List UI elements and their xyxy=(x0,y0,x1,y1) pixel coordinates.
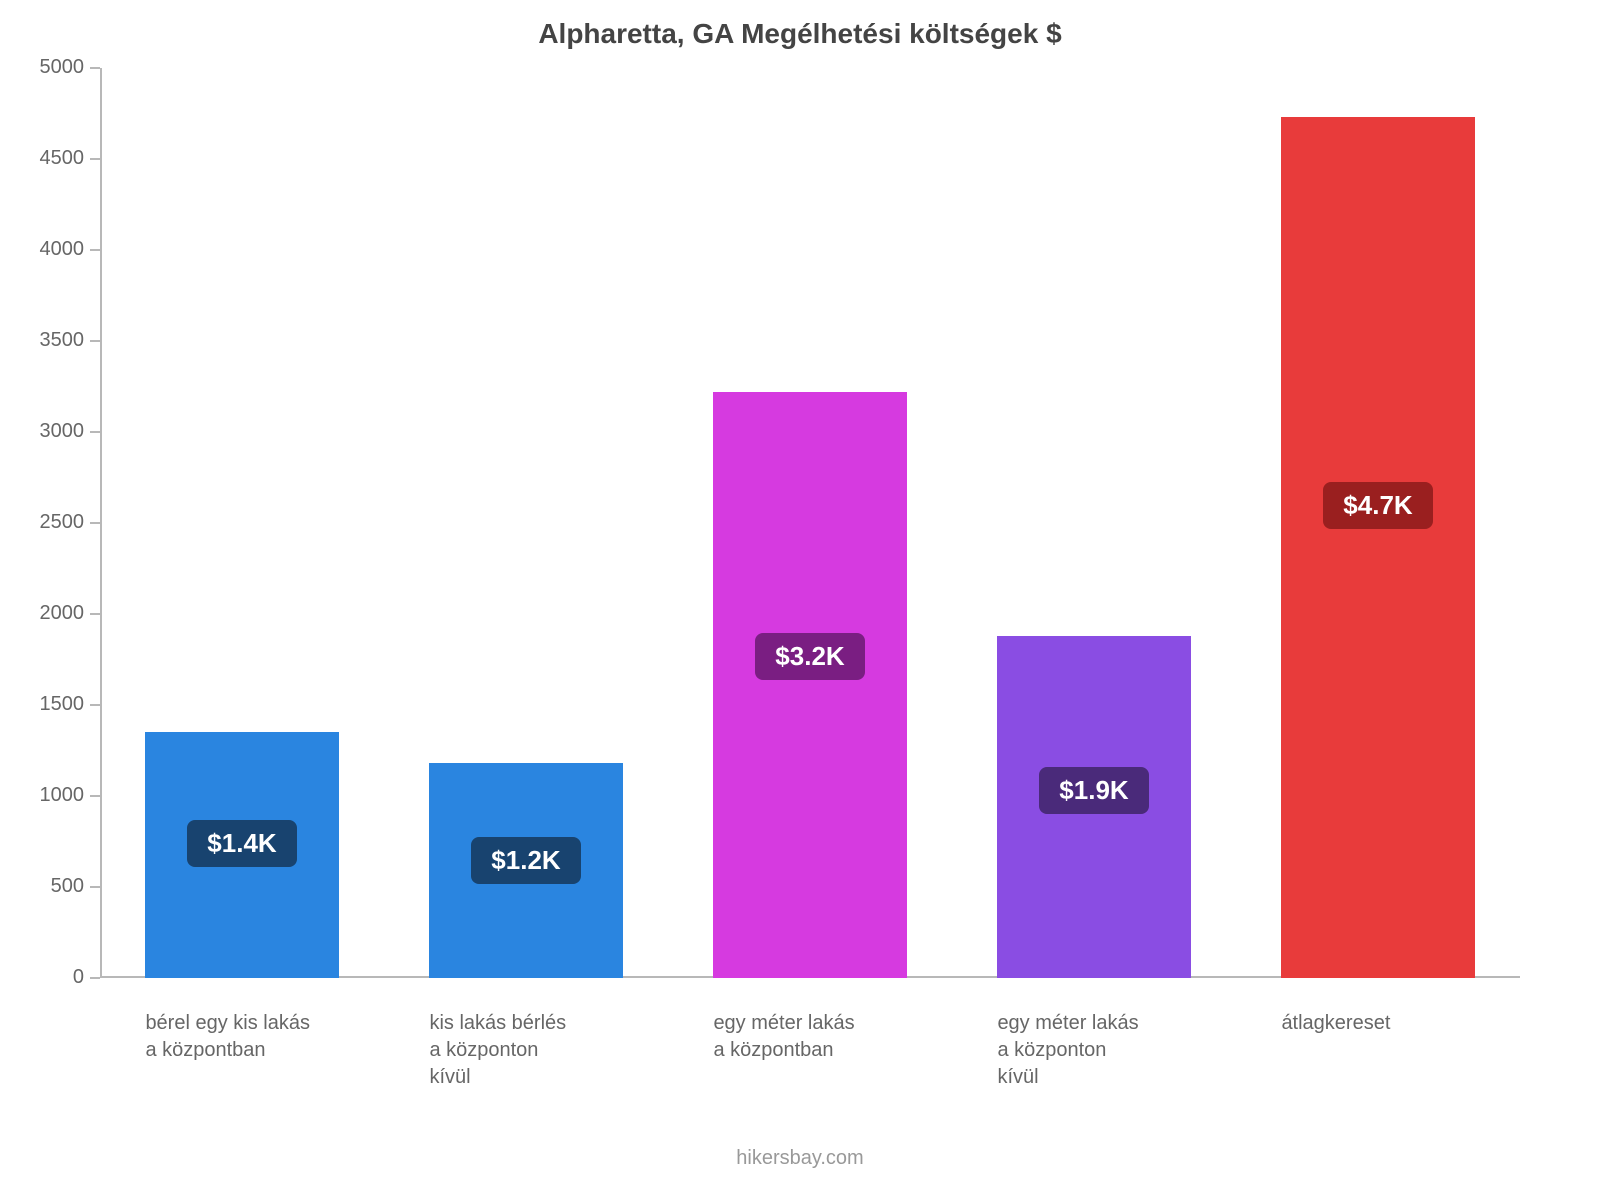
bar-value-label: $1.2K xyxy=(471,837,581,884)
y-tick-label: 0 xyxy=(73,966,84,989)
y-tick-mark xyxy=(90,613,100,615)
y-tick-label: 3500 xyxy=(40,329,85,352)
y-tick-label: 1000 xyxy=(40,784,85,807)
bar xyxy=(1281,117,1474,978)
y-tick-mark xyxy=(90,704,100,706)
y-tick-label: 500 xyxy=(51,875,84,898)
y-tick-label: 2000 xyxy=(40,602,85,625)
y-tick-mark xyxy=(90,249,100,251)
y-tick-mark xyxy=(90,431,100,433)
x-category-label: egy méter lakás a központon kívül xyxy=(997,1010,1138,1091)
bar-value-label: $3.2K xyxy=(755,633,865,680)
x-category-label: bérel egy kis lakás a központban xyxy=(145,1010,310,1064)
y-tick-mark xyxy=(90,522,100,524)
y-tick-label: 5000 xyxy=(40,56,85,79)
y-tick-mark xyxy=(90,340,100,342)
y-tick-mark xyxy=(90,977,100,979)
y-tick-mark xyxy=(90,886,100,888)
x-category-label: kis lakás bérlés a központon kívül xyxy=(429,1010,566,1091)
y-tick-label: 1500 xyxy=(40,693,85,716)
y-tick-label: 4500 xyxy=(40,147,85,170)
chart-container: Alpharetta, GA Megélhetési költségek $ 0… xyxy=(0,0,1600,1200)
y-tick-label: 3000 xyxy=(40,420,85,443)
y-tick-mark xyxy=(90,67,100,69)
x-category-label: egy méter lakás a központban xyxy=(713,1010,854,1064)
y-tick-label: 4000 xyxy=(40,238,85,261)
footer-credit: hikersbay.com xyxy=(0,1147,1600,1170)
x-category-label: átlagkereset xyxy=(1281,1010,1390,1037)
chart-title: Alpharetta, GA Megélhetési költségek $ xyxy=(0,18,1600,50)
y-tick-mark xyxy=(90,795,100,797)
bar-value-label: $1.9K xyxy=(1039,767,1149,814)
bar-value-label: $1.4K xyxy=(187,820,297,867)
bar xyxy=(713,392,906,978)
y-tick-label: 2500 xyxy=(40,511,85,534)
bar-value-label: $4.7K xyxy=(1323,482,1433,529)
y-tick-mark xyxy=(90,158,100,160)
